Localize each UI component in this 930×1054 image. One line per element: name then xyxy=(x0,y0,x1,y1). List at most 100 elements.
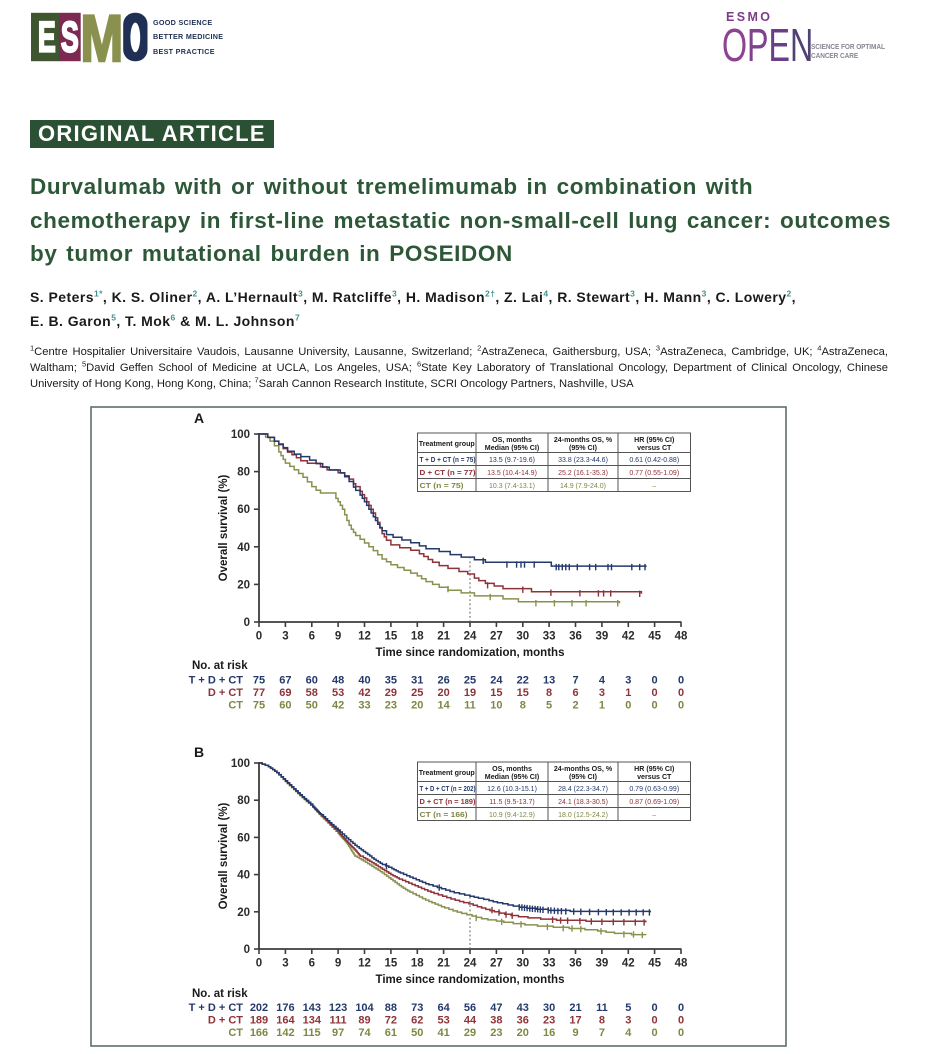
svg-text:D + CT: D + CT xyxy=(208,1015,243,1027)
svg-text:142: 142 xyxy=(276,1027,294,1039)
svg-text:OS, months: OS, months xyxy=(492,765,532,773)
svg-text:15: 15 xyxy=(385,958,398,970)
svg-text:8: 8 xyxy=(520,700,526,712)
svg-text:33: 33 xyxy=(543,631,556,643)
svg-text:36: 36 xyxy=(517,1015,529,1027)
svg-text:13: 13 xyxy=(543,675,555,687)
svg-text:50: 50 xyxy=(411,1027,423,1039)
svg-text:202: 202 xyxy=(250,1002,268,1014)
svg-text:versus CT: versus CT xyxy=(637,444,672,452)
svg-text:64: 64 xyxy=(437,1002,450,1014)
svg-text:26: 26 xyxy=(437,675,449,687)
svg-text:0: 0 xyxy=(625,700,631,712)
svg-text:13.5 (10.4-14.9): 13.5 (10.4-14.9) xyxy=(487,470,537,477)
svg-text:–: – xyxy=(652,483,656,490)
svg-text:77: 77 xyxy=(253,687,265,699)
svg-text:D + CT (n = 77): D + CT (n = 77) xyxy=(420,470,476,477)
svg-text:T + D + CT (n = 202): T + D + CT (n = 202) xyxy=(420,786,476,793)
svg-text:11: 11 xyxy=(464,700,476,712)
svg-text:3: 3 xyxy=(282,958,288,970)
svg-text:3: 3 xyxy=(625,1015,631,1027)
svg-text:0: 0 xyxy=(652,1027,658,1039)
svg-text:25.2 (16.1-35.3): 25.2 (16.1-35.3) xyxy=(558,470,608,477)
svg-text:18.0 (12.5-24.2): 18.0 (12.5-24.2) xyxy=(558,812,608,819)
svg-text:20: 20 xyxy=(237,907,250,919)
svg-text:21: 21 xyxy=(437,958,450,970)
svg-text:42: 42 xyxy=(622,631,635,643)
svg-text:0.61 (0.42-0.88): 0.61 (0.42-0.88) xyxy=(629,457,679,464)
svg-text:29: 29 xyxy=(385,687,397,699)
svg-text:48: 48 xyxy=(332,675,344,687)
svg-text:D + CT: D + CT xyxy=(208,687,243,699)
svg-text:CT (n = 75): CT (n = 75) xyxy=(420,483,464,490)
svg-text:0: 0 xyxy=(678,1027,684,1039)
svg-text:(95% CI): (95% CI) xyxy=(569,444,598,452)
svg-text:0: 0 xyxy=(652,1002,658,1014)
svg-text:104: 104 xyxy=(355,1002,374,1014)
svg-text:39: 39 xyxy=(596,958,609,970)
svg-text:3: 3 xyxy=(599,687,605,699)
svg-text:8: 8 xyxy=(599,1015,605,1027)
svg-text:9: 9 xyxy=(335,958,341,970)
svg-text:62: 62 xyxy=(411,1015,423,1027)
svg-text:43: 43 xyxy=(517,1002,529,1014)
svg-text:166: 166 xyxy=(250,1027,268,1039)
svg-text:100: 100 xyxy=(231,758,250,770)
svg-text:21: 21 xyxy=(437,631,450,643)
svg-text:B: B xyxy=(194,744,204,760)
svg-text:5: 5 xyxy=(625,1002,631,1014)
svg-text:25: 25 xyxy=(411,687,423,699)
svg-text:40: 40 xyxy=(237,542,250,554)
svg-text:3: 3 xyxy=(625,675,631,687)
svg-text:S: S xyxy=(61,13,79,61)
svg-text:67: 67 xyxy=(279,675,291,687)
svg-text:75: 75 xyxy=(253,675,265,687)
svg-text:73: 73 xyxy=(411,1002,423,1014)
svg-text:22: 22 xyxy=(517,675,529,687)
svg-text:11.5 (9.5-13.7): 11.5 (9.5-13.7) xyxy=(489,799,534,806)
svg-text:50: 50 xyxy=(306,700,318,712)
svg-text:0: 0 xyxy=(256,631,262,643)
svg-text:10.3 (7.4-13.1): 10.3 (7.4-13.1) xyxy=(489,483,535,490)
svg-text:143: 143 xyxy=(303,1002,321,1014)
svg-text:15: 15 xyxy=(490,687,502,699)
svg-text:24-months OS, %: 24-months OS, % xyxy=(554,765,613,773)
svg-text:0.87 (0.69-1.09): 0.87 (0.69-1.09) xyxy=(629,799,679,806)
svg-text:19: 19 xyxy=(464,687,476,699)
svg-text:18: 18 xyxy=(411,958,424,970)
svg-text:44: 44 xyxy=(464,1015,477,1027)
svg-text:16: 16 xyxy=(543,1027,555,1039)
svg-text:123: 123 xyxy=(329,1002,347,1014)
svg-text:189: 189 xyxy=(250,1015,268,1027)
svg-text:Treatment group: Treatment group xyxy=(419,440,476,448)
svg-text:12.6 (10.3-15.1): 12.6 (10.3-15.1) xyxy=(487,786,537,793)
svg-text:27: 27 xyxy=(490,958,503,970)
svg-text:4: 4 xyxy=(599,675,606,687)
svg-text:38: 38 xyxy=(490,1015,502,1027)
svg-text:7: 7 xyxy=(599,1027,605,1039)
svg-text:28.4 (22.3-34.7): 28.4 (22.3-34.7) xyxy=(558,786,608,793)
svg-text:0: 0 xyxy=(678,1015,684,1027)
svg-text:53: 53 xyxy=(437,1015,449,1027)
svg-text:Median (95% CI): Median (95% CI) xyxy=(485,773,540,781)
svg-text:20: 20 xyxy=(411,700,423,712)
svg-text:27: 27 xyxy=(490,631,503,643)
svg-text:Treatment group: Treatment group xyxy=(419,769,476,777)
svg-text:No. at risk: No. at risk xyxy=(192,660,248,672)
svg-text:0: 0 xyxy=(652,700,658,712)
svg-text:9: 9 xyxy=(572,1027,578,1039)
svg-text:14.9 (7.9-24.0): 14.9 (7.9-24.0) xyxy=(560,483,606,490)
svg-text:88: 88 xyxy=(385,1002,397,1014)
svg-text:No. at risk: No. at risk xyxy=(192,988,248,1000)
svg-text:8: 8 xyxy=(546,687,552,699)
svg-text:2: 2 xyxy=(572,700,578,712)
svg-text:60: 60 xyxy=(237,504,250,516)
svg-text:40: 40 xyxy=(237,870,250,882)
svg-text:6: 6 xyxy=(572,687,578,699)
svg-text:0: 0 xyxy=(244,944,250,956)
svg-text:29: 29 xyxy=(464,1027,476,1039)
svg-text:69: 69 xyxy=(279,687,291,699)
svg-text:HR (95% CI): HR (95% CI) xyxy=(634,436,675,444)
svg-text:24-months OS, %: 24-months OS, % xyxy=(554,436,613,444)
svg-text:T + D + CT: T + D + CT xyxy=(189,1002,244,1014)
